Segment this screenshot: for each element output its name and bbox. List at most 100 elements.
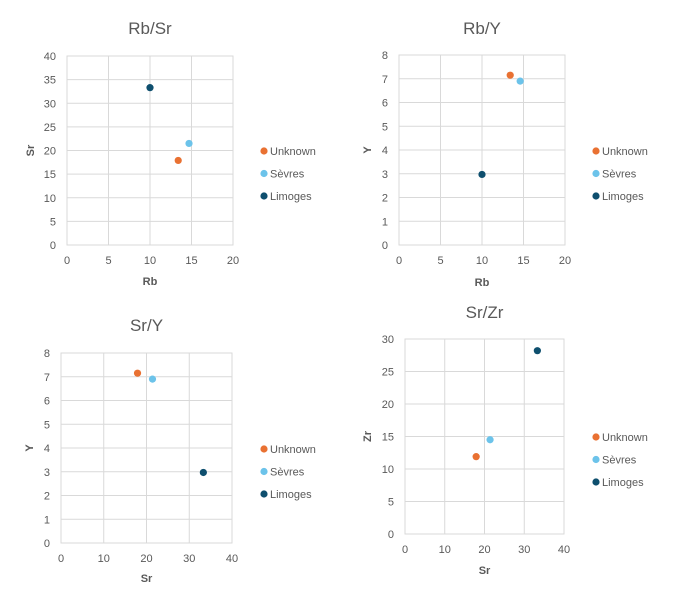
legend-entry: Unknown [602,146,648,158]
x-tick-label: 15 [185,255,197,267]
y-tick-label: 20 [44,146,56,158]
x-tick-label: 10 [98,553,110,565]
legend-marker [592,455,600,464]
y-tick-label: 5 [44,419,50,431]
y-tick-label: 8 [382,50,388,62]
x-tick-label: 5 [437,255,443,267]
y-axis-label: Sr [25,144,37,156]
y-tick-label: 30 [382,334,394,346]
legend: Unknown Sèvres Limoges [260,146,316,203]
legend-entry: Unknown [270,444,316,456]
y-tick-label: 0 [44,538,50,550]
data-point-svres [486,436,494,444]
x-tick-label: 30 [518,544,530,556]
chart-title: Rb/Y [463,19,501,38]
legend-marker [260,490,268,498]
chart-title: Sr/Y [130,316,163,335]
data-point-svres [185,139,193,148]
chart-title: Rb/Sr [128,19,172,38]
plot-area [404,338,565,535]
data-point-limoges [533,347,541,355]
y-tick-label: 5 [50,216,56,228]
legend-marker [260,467,268,476]
legend-entry: Limoges [270,191,312,203]
y-tick-label: 10 [44,193,56,205]
data-point-limoges [199,468,207,477]
legend-entry: Sèvres [270,467,305,479]
x-tick-label: 10 [439,544,451,556]
x-axis-label: Sr [479,565,491,577]
legend-entry: Limoges [602,477,644,489]
x-axis-label: Rb [143,276,158,288]
y-tick-label: 20 [382,399,394,411]
y-tick-label: 35 [44,75,56,87]
legend-entry: Unknown [602,432,648,444]
x-tick-label: 40 [558,544,570,556]
legend-marker [260,192,268,200]
x-tick-label: 0 [396,255,402,267]
data-point-limoges [478,170,486,179]
y-axis-label: Zr [362,430,374,442]
legend-marker [592,192,600,200]
legend-entry: Limoges [270,489,312,501]
x-axis-label: Sr [141,573,153,585]
data-point-svres [148,375,157,383]
legend: Unknown Sèvres Limoges [260,444,316,501]
legend-entry: Sèvres [602,455,637,467]
legend-marker [592,433,600,441]
legend-entry: Unknown [270,146,316,158]
chart-panel-3: Sr/Y 0 10 20 30 40 0 1 2 3 4 5 6 7 8 Sr Y Unknown Sèvres Li… [24,316,316,585]
legend-entry: Sèvres [602,169,637,181]
x-tick-label: 0 [402,544,408,556]
x-tick-label: 15 [517,255,529,267]
y-tick-label: 15 [382,432,394,444]
chart-panel-4: Sr/Zr 0 10 20 30 40 0 5 10 15 20 25 30 Sr Zr Unknown Sèv… [362,303,648,577]
y-tick-label: 7 [382,74,388,86]
x-tick-label: 10 [476,255,488,267]
x-tick-label: 20 [478,544,490,556]
x-tick-label: 0 [58,553,64,565]
y-tick-label: 0 [388,529,394,541]
y-tick-label: 1 [382,216,388,228]
y-axis-label: Y [362,146,374,154]
y-tick-label: 25 [382,367,394,379]
y-tick-label: 2 [44,491,50,503]
legend-marker [592,169,600,178]
x-axis-label: Rb [475,277,490,289]
plot-area [398,54,566,246]
legend-marker [260,147,268,155]
data-point-unknown [174,156,182,165]
y-tick-label: 7 [44,372,50,384]
y-axis-label: Y [24,444,36,452]
data-point-limoges [146,84,154,92]
legend: Unknown Sèvres Limoges [592,432,648,489]
data-point-svres [516,77,524,85]
y-tick-label: 8 [44,348,50,360]
legend-entry: Limoges [602,191,644,203]
data-point-unknown [506,71,514,79]
y-tick-label: 5 [388,497,394,509]
data-point-unknown [133,369,142,377]
x-tick-label: 10 [144,255,156,267]
x-tick-label: 20 [227,255,239,267]
y-tick-label: 30 [44,98,56,110]
x-tick-label: 0 [64,255,70,267]
y-tick-label: 0 [382,240,388,252]
x-tick-label: 20 [559,255,571,267]
x-tick-label: 30 [183,553,195,565]
y-tick-label: 1 [44,514,50,526]
y-tick-label: 10 [382,464,394,476]
y-tick-label: 25 [44,122,56,134]
y-tick-label: 4 [382,145,388,157]
legend-marker [260,445,268,453]
x-tick-label: 40 [226,553,238,565]
y-tick-label: 2 [382,193,388,205]
data-point-unknown [472,453,480,461]
plot-area [66,55,234,246]
y-tick-label: 15 [44,169,56,181]
y-tick-label: 3 [382,169,388,181]
chart-title: Sr/Zr [466,303,504,322]
plot-area [60,352,233,544]
legend-marker [260,169,268,178]
